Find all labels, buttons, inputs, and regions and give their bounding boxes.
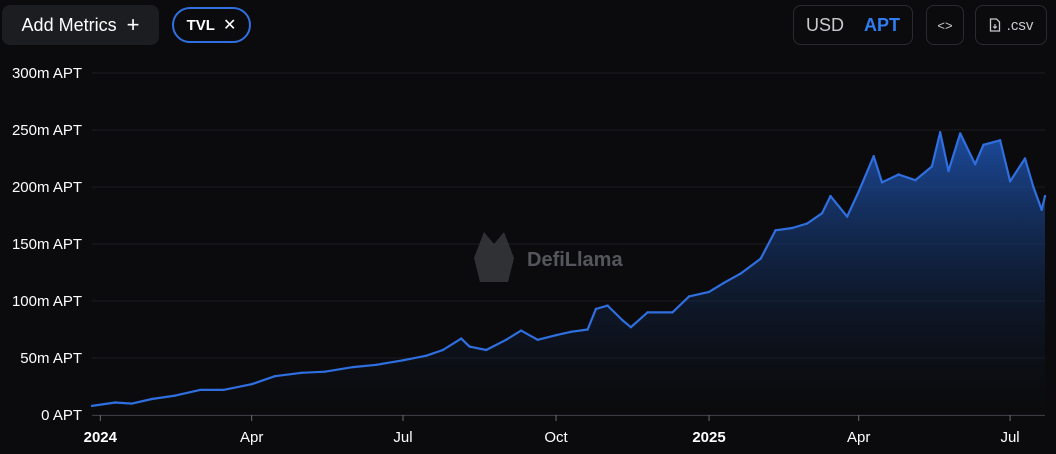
tvl-point — [174, 394, 177, 397]
csv-label: .csv — [1006, 16, 1034, 34]
tvl-point — [806, 222, 809, 225]
tvl-point — [982, 143, 985, 146]
tvl-point — [791, 226, 794, 230]
x-tick-label: 2025 — [692, 429, 725, 446]
x-tick-label: 2024 — [84, 429, 118, 446]
y-tick-label: 50m APT — [20, 350, 82, 367]
tvl-point — [375, 363, 378, 366]
tvl-point — [897, 173, 900, 176]
tvl-point — [1043, 194, 1047, 198]
tvl-point — [606, 304, 609, 307]
tvl-point — [90, 404, 94, 408]
tvl-point — [845, 215, 849, 218]
tvl-point — [401, 359, 405, 362]
currency-toggle: USD APT — [793, 5, 913, 45]
y-tick-label: 0 APT — [41, 407, 82, 424]
y-tick-label: 200m APT — [12, 179, 82, 196]
y-tick-label: 100m APT — [12, 293, 82, 310]
currency-apt-option[interactable]: APT — [864, 14, 900, 35]
tvl-point — [300, 371, 303, 374]
y-tick-label: 250m APT — [12, 122, 82, 139]
tvl-point — [536, 338, 539, 341]
tvl-point — [1032, 185, 1035, 189]
tvl-point — [1023, 157, 1027, 160]
tvl-point — [250, 383, 253, 386]
currency-usd-option[interactable]: USD — [805, 14, 844, 35]
tvl-point — [441, 348, 445, 352]
tvl-point — [998, 139, 1002, 142]
tvl-point — [939, 131, 942, 134]
tvl-point — [586, 328, 589, 331]
defillama-watermark: DefiLlama — [474, 232, 623, 282]
tvl-point — [460, 337, 463, 340]
tvl-point — [594, 307, 598, 311]
y-tick-label: 150m APT — [12, 236, 82, 253]
tvl-point — [198, 388, 202, 392]
tvl-point — [947, 169, 950, 173]
tvl-point — [351, 365, 355, 369]
file-download-icon — [989, 18, 1000, 32]
tvl-point — [485, 348, 488, 352]
tvl-point — [829, 194, 832, 198]
tvl-point — [707, 290, 711, 294]
tvl-point — [519, 329, 523, 332]
tvl-point — [646, 311, 649, 314]
code-icon: <> — [937, 17, 953, 33]
embed-code-button[interactable]: <> — [926, 5, 964, 45]
toolbar: Add Metrics + TVL ✕ USD APT <> .csv — [0, 0, 1056, 50]
x-tick-label: Apr — [847, 429, 870, 446]
tvl-point — [468, 345, 471, 348]
tvl-point — [930, 165, 934, 168]
tvl-point — [621, 319, 624, 322]
tvl-point — [273, 375, 277, 378]
tvl-point — [759, 257, 762, 260]
tvl-point — [323, 370, 326, 373]
tvl-point — [973, 163, 977, 166]
tvl-point — [554, 334, 558, 337]
add-metrics-label: Add Metrics — [21, 14, 117, 35]
tvl-point — [114, 401, 117, 404]
tvl-point — [914, 179, 917, 182]
tvl-point — [150, 397, 154, 401]
y-tick-label: 300m APT — [12, 65, 82, 82]
tvl-point — [872, 155, 875, 158]
x-tick-label: Oct — [544, 429, 568, 446]
tvl-point — [739, 272, 742, 275]
tvl-point — [629, 326, 633, 329]
watermark-text: DefiLlama — [527, 249, 623, 271]
plus-icon: + — [126, 12, 140, 37]
tvl-chip-label: TVL — [186, 16, 215, 34]
tvl-point — [687, 295, 691, 298]
tvl-point — [671, 311, 674, 314]
tvl-point — [130, 402, 134, 405]
tvl-metric-chip[interactable]: TVL ✕ — [172, 7, 251, 43]
x-tick-label: Apr — [240, 429, 263, 446]
tvl-point — [820, 212, 824, 215]
tvl-point — [774, 229, 777, 232]
tvl-point — [857, 190, 860, 193]
tvl-point — [425, 354, 428, 357]
tvl-point — [222, 388, 225, 392]
tvl-point — [722, 281, 726, 284]
download-csv-button[interactable]: .csv — [975, 5, 1047, 45]
add-metrics-button[interactable]: Add Metrics + — [2, 5, 159, 45]
tvl-point — [1008, 180, 1012, 183]
x-tick-label: Jul — [1000, 429, 1019, 446]
tvl-point — [880, 181, 884, 184]
close-icon[interactable]: ✕ — [222, 17, 237, 34]
llama-logo-icon — [474, 232, 514, 282]
x-tick-label: Jul — [393, 429, 412, 446]
tvl-point — [504, 338, 508, 341]
tvl-point — [569, 330, 573, 333]
tvl-point — [1040, 208, 1043, 211]
tvl-point — [959, 132, 962, 135]
tvl-area — [92, 132, 1045, 416]
